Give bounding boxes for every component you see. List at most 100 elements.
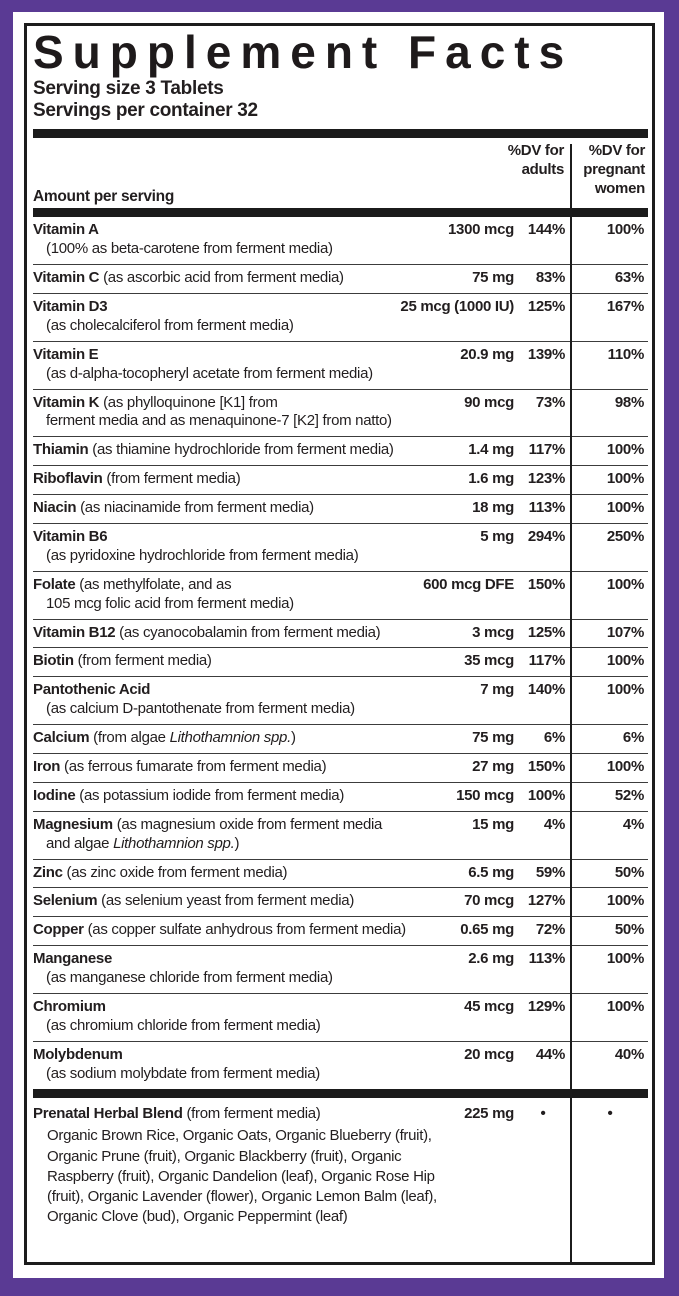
dv-pregnant-value: 40% <box>614 1045 644 1063</box>
dv-pregnant-value: 100% <box>606 950 644 968</box>
dv-pregnant-value: 100% <box>606 652 644 670</box>
dv-pregnant-value: 167% <box>606 297 644 315</box>
nutrient-cell: Zinc (as zinc oxide from ferment media) <box>33 864 462 883</box>
table-row-main-line: Vitamin C (as ascorbic acid from ferment… <box>33 269 648 288</box>
table-row: Chromium 45 mcg 129% 100% (as chromium chlor… <box>33 992 648 1041</box>
nutrient-source: (as methylfolate, and as <box>79 575 232 593</box>
dv-pregnant-value: 100% <box>606 575 644 593</box>
dv-adults-value: 144% <box>527 221 565 239</box>
nutrient-cell: Biotin (from ferment media) <box>33 652 458 671</box>
dv-adults-value: 113% <box>528 499 566 517</box>
table-row: Vitamin C (as ascorbic acid from ferment… <box>33 264 648 293</box>
table-row: Pantothenic Acid 7 mg 140% 100% (as calcium … <box>33 676 648 724</box>
blend-name: Prenatal Herbal Blend <box>33 1104 183 1122</box>
dv-adults-value: 125% <box>527 623 565 641</box>
dv-pregnant-value: 100% <box>606 221 644 239</box>
dv-adults-value: 6% <box>543 729 565 747</box>
nutrient-name: Vitamin K <box>33 393 100 411</box>
amount-value: 1.4 mg <box>468 441 514 459</box>
nutrient-source: (as magnesium oxide from ferment media <box>116 815 383 833</box>
servings-per-container-text: Servings per container 32 <box>33 100 258 122</box>
table-row-main-line: Vitamin K (as phylloquinone [K1] from 90 … <box>33 394 648 413</box>
serving-size-text: Serving size 3 Tablets <box>33 77 224 99</box>
table-row: Niacin (as niacinamide from ferment medi… <box>33 494 648 523</box>
amount-value: 2.6 mg <box>468 950 514 968</box>
nutrient-cell: Folate (as methylfolate, and as <box>33 576 417 595</box>
nutrient-name: Calcium <box>33 729 90 747</box>
amount-value: 3 mcg <box>472 623 514 641</box>
table-header: Amount per serving %DV for adults %DV fo… <box>33 138 648 208</box>
table-row-main-line: Copper (as copper sulfate anhydrous from… <box>33 921 648 940</box>
dv-adults-value: 44% <box>535 1045 565 1063</box>
amount-value: 70 mcg <box>464 892 514 910</box>
table-row: Calcium (from algae Lithothamnion spp.) 7… <box>33 724 648 753</box>
amount-value: 1300 mcg <box>448 221 514 239</box>
dv-pregnant-value: 4% <box>622 815 644 833</box>
dv-adults-value: 123% <box>527 470 565 488</box>
table-row-main-line: Thiamin (as thiamine hydrochloride from … <box>33 441 648 460</box>
table-row: Folate (as methylfolate, and as 600 mcg D… <box>33 570 648 619</box>
nutrient-name: Magnesium <box>33 815 113 833</box>
dv-pregnant-value: 98% <box>614 393 644 411</box>
nutrient-source: (as cyanocobalamin from ferment media) <box>119 623 381 641</box>
nutrient-source: (as zinc oxide from ferment media) <box>66 863 288 881</box>
nutrient-cell: Magnesium (as magnesium oxide from ferme… <box>33 816 466 835</box>
amount-value: 5 mg <box>480 527 514 545</box>
nutrient-name: Folate <box>33 575 76 593</box>
table-row-main-line: Vitamin A 1300 mcg 144% 100% <box>33 221 648 240</box>
amount-per-serving-header: Amount per serving <box>33 187 175 205</box>
nutrient-source-line2: (as calcium D-pantothenate from ferment … <box>46 700 355 718</box>
nutrient-cell: Vitamin B12 (as cyanocobalamin from ferm… <box>33 624 466 643</box>
table-row-main-line: Molybdenum 20 mcg 44% 40% <box>33 1046 648 1065</box>
amount-value: 90 mcg <box>464 393 514 411</box>
dv-adults-value: 150% <box>527 575 565 593</box>
nutrient-source: (as ferrous fumarate from ferment media) <box>64 757 327 775</box>
nutrient-name: Vitamin E <box>33 345 99 363</box>
dv-pregnant-value: 100% <box>606 441 644 459</box>
dv-adults-value: 113% <box>528 950 566 968</box>
nutrient-cell: Manganese <box>33 950 462 969</box>
nutrient-cell: Selenium (as selenium yeast from ferment… <box>33 892 458 911</box>
nutrient-source-line2: (as d-alpha-tocopheryl acetate from ferm… <box>46 364 373 382</box>
amount-value: 75 mg <box>472 269 514 287</box>
nutrient-source: (from ferment media) <box>77 652 212 670</box>
thick-rule-header <box>33 208 648 218</box>
nutrient-name: Niacin <box>33 499 77 517</box>
nutrient-source: (as thiamine hydrochloride from ferment … <box>92 441 394 459</box>
nutrient-name: Molybdenum <box>33 1045 123 1063</box>
nutrient-source-line2: (as manganese chloride from ferment medi… <box>46 969 333 987</box>
table-row-main-line: Vitamin B12 (as cyanocobalamin from ferm… <box>33 624 648 643</box>
nutrient-table: Amount per serving %DV for adults %DV fo… <box>33 138 648 1262</box>
table-row: Biotin (from ferment media) 35 mcg 117% 100… <box>33 647 648 676</box>
dv-pregnant-value: 63% <box>614 269 644 287</box>
nutrient-name: Copper <box>33 921 84 939</box>
nutrient-source: (as copper sulfate anhydrous from fermen… <box>87 921 407 939</box>
amount-value: 35 mcg <box>464 652 514 670</box>
nutrient-source: (as niacinamide from ferment media) <box>80 499 314 517</box>
dv-adults-header: %DV for adults <box>507 142 565 179</box>
nutrient-source: (from algae Lithothamnion spp.) <box>93 729 296 747</box>
amount-value: 45 mcg <box>464 997 514 1015</box>
nutrient-cell: Iodine (as potassium iodide from ferment… <box>33 787 450 806</box>
table-row: Molybdenum 20 mcg 44% 40% (as sodium molybda… <box>33 1040 648 1089</box>
nutrient-rows: Vitamin A 1300 mcg 144% 100% (100% as beta-c… <box>33 217 648 1088</box>
nutrient-name: Biotin <box>33 652 74 670</box>
table-row-main-line: Chromium 45 mcg 129% 100% <box>33 998 648 1017</box>
herbal-blend-row: Prenatal Herbal Blend (from ferment medi… <box>33 1105 648 1124</box>
nutrient-cell: Iron (as ferrous fumarate from ferment m… <box>33 758 466 777</box>
nutrient-source-line2: 105 mcg folic acid from ferment media) <box>46 594 294 612</box>
amount-value: 20.9 mg <box>460 345 514 363</box>
table-row: Vitamin B12 (as cyanocobalamin from ferm… <box>33 618 648 648</box>
dv-pregnant-value: 100% <box>606 892 644 910</box>
dv-adults-value: 117% <box>528 441 566 459</box>
table-row: Vitamin E 20.9 mg 139% 110% (as d-alpha-toco… <box>33 340 648 389</box>
nutrient-source-line2: ferment media and as menaquinone-7 [K2] … <box>46 412 392 430</box>
table-row-main-line: Riboflavin (from ferment media) 1.6 mg 123… <box>33 470 648 489</box>
dv-adults-value: 4% <box>543 815 565 833</box>
table-row-main-line: Niacin (as niacinamide from ferment medi… <box>33 499 648 518</box>
nutrient-cell: Pantothenic Acid <box>33 681 474 700</box>
dv-adults-value: 140% <box>527 681 565 699</box>
dv-pregnant-header: %DV for pregnant women <box>583 142 645 198</box>
column-divider-line <box>570 144 572 1262</box>
amount-value: 15 mg <box>472 815 514 833</box>
